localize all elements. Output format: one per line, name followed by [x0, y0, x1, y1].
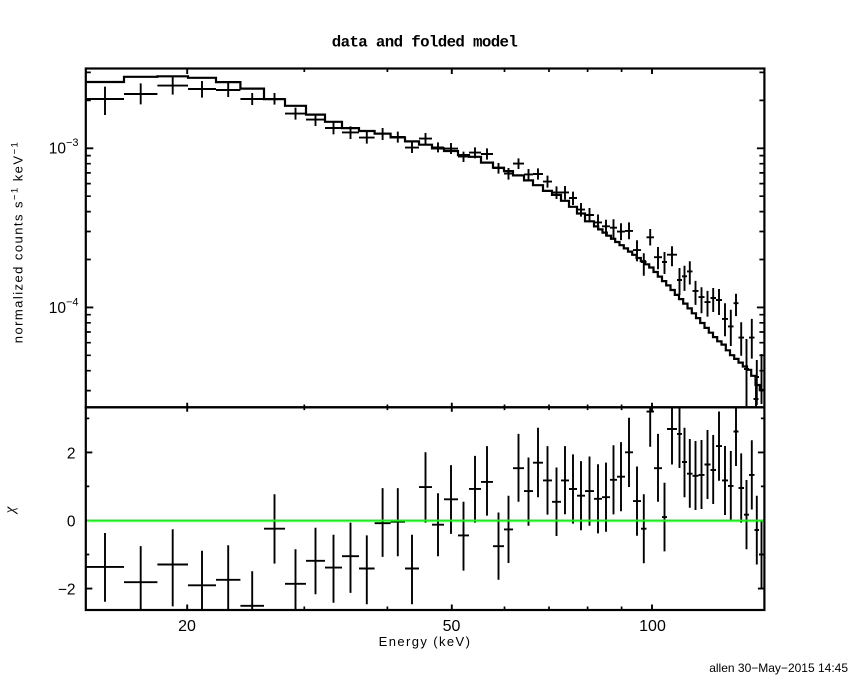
svg-text:50: 50	[443, 618, 461, 635]
svg-text:−2: −2	[58, 582, 76, 599]
svg-text:allen 30−May−2015 14:45: allen 30−May−2015 14:45	[709, 661, 848, 675]
svg-text:2: 2	[67, 445, 76, 462]
svg-text:Energy (keV): Energy (keV)	[379, 634, 472, 649]
svg-text:20: 20	[178, 618, 196, 635]
svg-text:data and folded model: data and folded model	[332, 34, 518, 52]
svg-text:χ: χ	[3, 506, 19, 515]
svg-text:100: 100	[639, 618, 666, 635]
svg-text:0: 0	[67, 514, 76, 531]
svg-text:normalized counts s−1 keV−1: normalized counts s−1 keV−1	[10, 141, 26, 343]
